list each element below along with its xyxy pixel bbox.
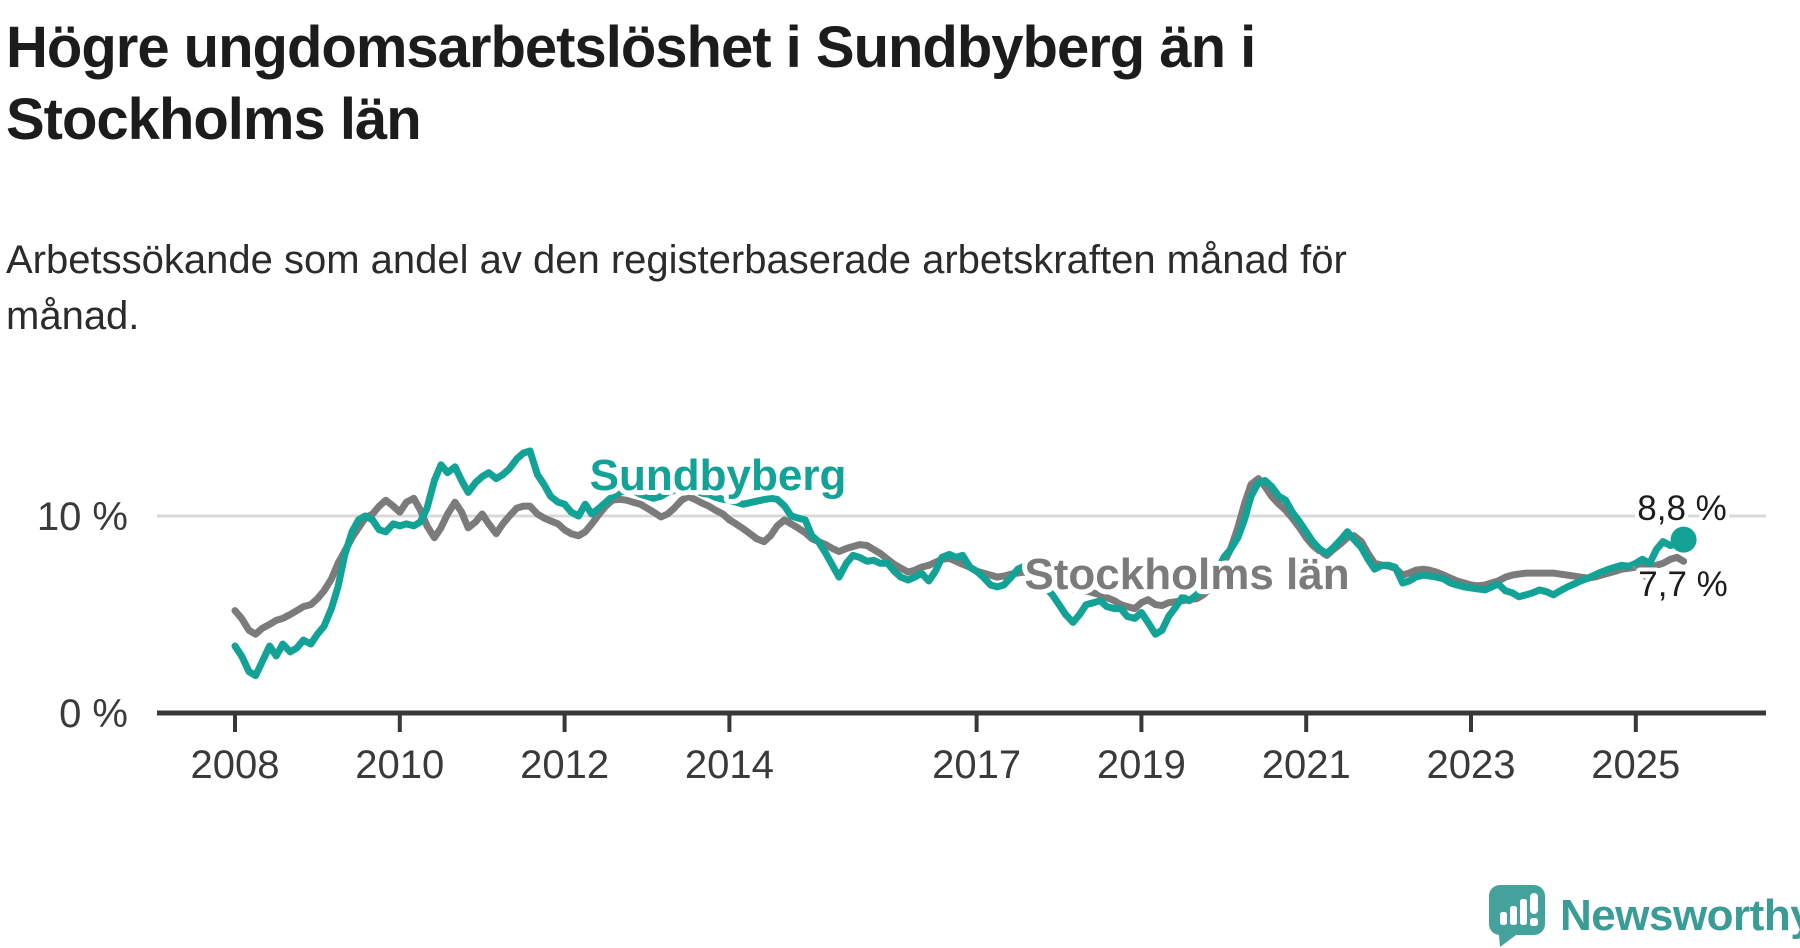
leader-line [1632, 565, 1651, 585]
series-label-stockholms-län: Stockholms län [1024, 550, 1349, 599]
x-axis-tick-label: 2017 [932, 743, 1021, 787]
x-axis-tick-label: 2019 [1097, 743, 1186, 787]
title-line-2: Stockholms län [6, 87, 422, 152]
x-axis-tick-label: 2021 [1262, 743, 1351, 787]
subtitle-line-2: månad. [6, 294, 140, 338]
x-axis-tick-label: 2014 [685, 743, 774, 787]
x-axis-tick-label: 2025 [1591, 743, 1680, 787]
end-value-label-sundbyberg: 8,8 % [1637, 489, 1727, 528]
subtitle-line-1: Arbetssökande som andel av den registerb… [6, 238, 1347, 282]
y-axis-tick-label: 10 % [37, 495, 128, 539]
series-end-dot [1670, 526, 1697, 553]
y-axis-tick-label: 0 % [59, 692, 128, 736]
title-line-1: Högre ungdomsarbetslöshet i Sundbyberg ä… [6, 15, 1256, 80]
newsworthy-logo: Newsworthy [1488, 884, 1800, 948]
x-axis-tick-label: 2008 [191, 743, 280, 787]
chart-subtitle: Arbetssökande som andel av den registerb… [6, 232, 1347, 344]
x-axis-tick-label: 2012 [520, 743, 609, 787]
series-label-sundbyberg: Sundbyberg [590, 451, 847, 500]
x-axis-tick-label: 2023 [1427, 743, 1516, 787]
newsworthy-icon [1488, 885, 1545, 947]
series-line-sundbyberg [231, 447, 1688, 680]
end-value-label-stockholms-län: 7,7 % [1638, 565, 1728, 604]
page-title: Högre ungdomsarbetslöshet i Sundbyberg ä… [6, 12, 1256, 156]
newsworthy-wordmark: Newsworthy [1560, 891, 1800, 940]
x-axis-tick-label: 2010 [355, 743, 444, 787]
